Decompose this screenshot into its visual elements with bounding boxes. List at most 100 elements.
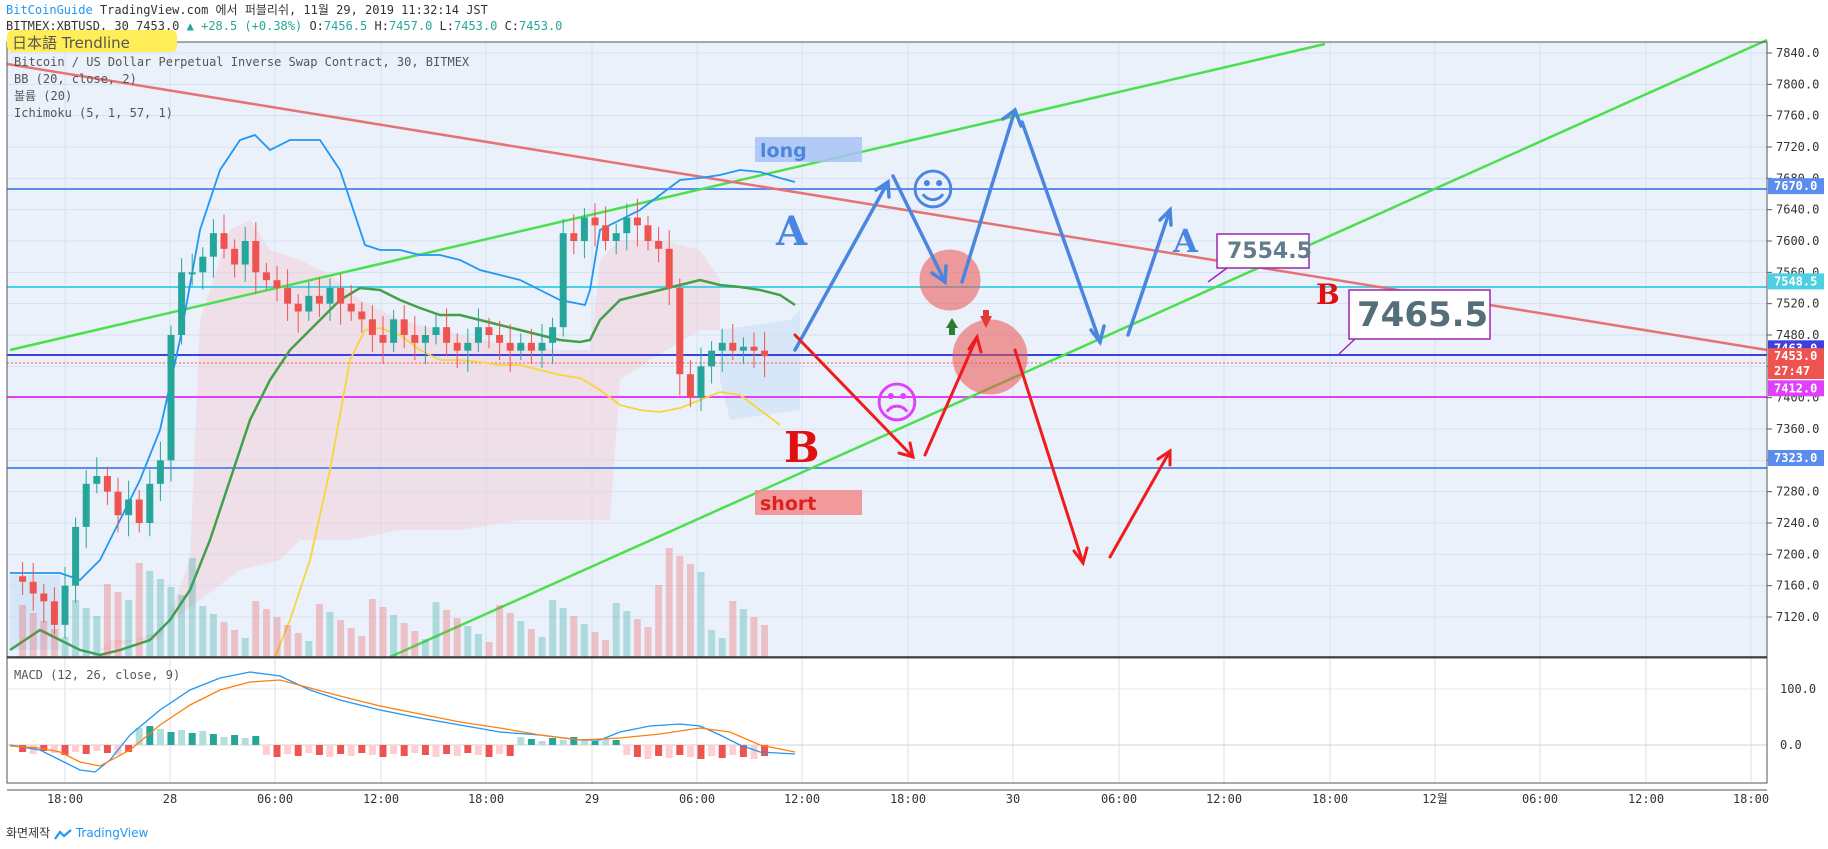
candle-body[interactable]: [474, 327, 482, 343]
candle-body[interactable]: [549, 327, 557, 343]
candle-body[interactable]: [644, 225, 652, 241]
candle-body[interactable]: [559, 233, 567, 328]
candle-body[interactable]: [231, 248, 239, 265]
candle-body[interactable]: [432, 327, 440, 335]
candle-body[interactable]: [252, 241, 260, 273]
candle-body[interactable]: [623, 217, 631, 234]
candle-body[interactable]: [761, 350, 769, 357]
legend-ichimoku[interactable]: Ichimoku (5, 1, 57, 1): [14, 106, 173, 120]
candle-body[interactable]: [570, 233, 578, 241]
callout-7554[interactable]: 7554.5: [1207, 233, 1312, 283]
candle-body[interactable]: [496, 335, 504, 343]
candle-body[interactable]: [464, 342, 472, 351]
price-tick-label: 7160.0: [1776, 579, 1819, 593]
short-scenario-path[interactable]: [793, 333, 1172, 567]
candle-body[interactable]: [538, 342, 546, 351]
candle-body[interactable]: [209, 233, 217, 257]
candle-body[interactable]: [72, 526, 80, 586]
candle-body[interactable]: [708, 350, 716, 367]
candle-body[interactable]: [602, 225, 610, 241]
macd-bar: [633, 745, 641, 757]
candle-body[interactable]: [294, 303, 302, 312]
candle-body[interactable]: [284, 288, 292, 304]
candle-body[interactable]: [103, 476, 111, 492]
candle-body[interactable]: [379, 335, 387, 343]
legend-volume[interactable]: 볼륨 (20): [14, 89, 72, 103]
candle-body[interactable]: [485, 327, 493, 335]
candle-body[interactable]: [729, 342, 737, 351]
candle-body[interactable]: [665, 248, 673, 288]
short-box[interactable]: [755, 490, 862, 515]
volume-bars: [19, 548, 769, 657]
footer-brand[interactable]: TradingView: [75, 826, 149, 840]
candle-body[interactable]: [326, 288, 334, 304]
legend-bb[interactable]: BB (20, close, 2): [14, 72, 137, 86]
candle-body[interactable]: [368, 319, 376, 335]
candle-body[interactable]: [241, 241, 249, 265]
candle-body[interactable]: [739, 346, 747, 351]
candle-body[interactable]: [358, 311, 366, 320]
candle-body[interactable]: [411, 335, 419, 343]
candle-body[interactable]: [390, 319, 398, 343]
candle-body[interactable]: [591, 217, 599, 226]
candle-body[interactable]: [199, 256, 207, 273]
candle-body[interactable]: [633, 217, 641, 226]
trendline-lower-green[interactable]: [389, 38, 1768, 659]
long-box[interactable]: [755, 137, 862, 162]
candle-body[interactable]: [146, 483, 154, 523]
circle-marker-upper[interactable]: [919, 249, 981, 311]
trendline-upper-green[interactable]: [9, 42, 1326, 352]
candle-body[interactable]: [188, 272, 196, 275]
candle-body[interactable]: [506, 342, 514, 351]
candle-body[interactable]: [82, 483, 90, 527]
macd-bar: [167, 732, 175, 745]
candle-body[interactable]: [220, 233, 228, 249]
time-axis[interactable]: 18:00 28 06:00 12:00 18:00 29 06:00 12:00 18:00 3…: [7, 789, 1769, 806]
candle-body[interactable]: [612, 233, 620, 241]
candle-body[interactable]: [167, 335, 175, 461]
candle-body[interactable]: [305, 295, 313, 312]
candle-body[interactable]: [262, 272, 270, 281]
candle-body[interactable]: [93, 476, 101, 484]
candle-body[interactable]: [676, 288, 684, 375]
candle-body[interactable]: [178, 272, 186, 335]
candle-body[interactable]: [135, 499, 143, 524]
candle-body[interactable]: [156, 460, 164, 484]
volume-bar: [559, 608, 567, 657]
macd-signal-line: [9, 679, 796, 767]
legend-macd[interactable]: MACD (12, 26, close, 9): [14, 668, 180, 682]
candle-body[interactable]: [655, 241, 663, 249]
candle-body[interactable]: [443, 327, 451, 343]
candle-body[interactable]: [61, 585, 69, 625]
callout-7465[interactable]: 7465.5: [1338, 289, 1491, 355]
candle-body[interactable]: [29, 581, 37, 594]
candle-body[interactable]: [347, 303, 355, 312]
volume-bar: [580, 624, 588, 657]
candle-body[interactable]: [453, 342, 461, 351]
candle-body[interactable]: [114, 491, 122, 516]
macd-axis: 100.0 0.0: [1780, 682, 1816, 752]
candle-body[interactable]: [19, 576, 27, 582]
candle-body[interactable]: [315, 295, 323, 304]
candle-body[interactable]: [273, 280, 281, 288]
price-axis[interactable]: 7120.07160.07200.07240.07280.07320.07360…: [1767, 46, 1819, 624]
macd-bar: [209, 734, 217, 745]
publisher-name[interactable]: BitCoinGuide: [6, 3, 93, 17]
candle-body[interactable]: [40, 593, 48, 602]
candle-body[interactable]: [421, 335, 429, 343]
candle-body[interactable]: [337, 288, 345, 304]
candle-body[interactable]: [400, 319, 408, 335]
candlesticks[interactable]: [19, 198, 769, 639]
candle-body[interactable]: [50, 601, 58, 625]
candle-body[interactable]: [517, 342, 525, 351]
down-arrow-icon: [980, 316, 992, 328]
long-scenario-path[interactable]: [793, 107, 1173, 352]
candle-body[interactable]: [750, 346, 758, 351]
candle-body[interactable]: [718, 342, 726, 351]
candle-body[interactable]: [697, 366, 705, 398]
candle-body[interactable]: [527, 342, 535, 351]
candle-body[interactable]: [686, 374, 694, 398]
candle-body[interactable]: [125, 499, 133, 516]
candle-body[interactable]: [580, 217, 588, 242]
